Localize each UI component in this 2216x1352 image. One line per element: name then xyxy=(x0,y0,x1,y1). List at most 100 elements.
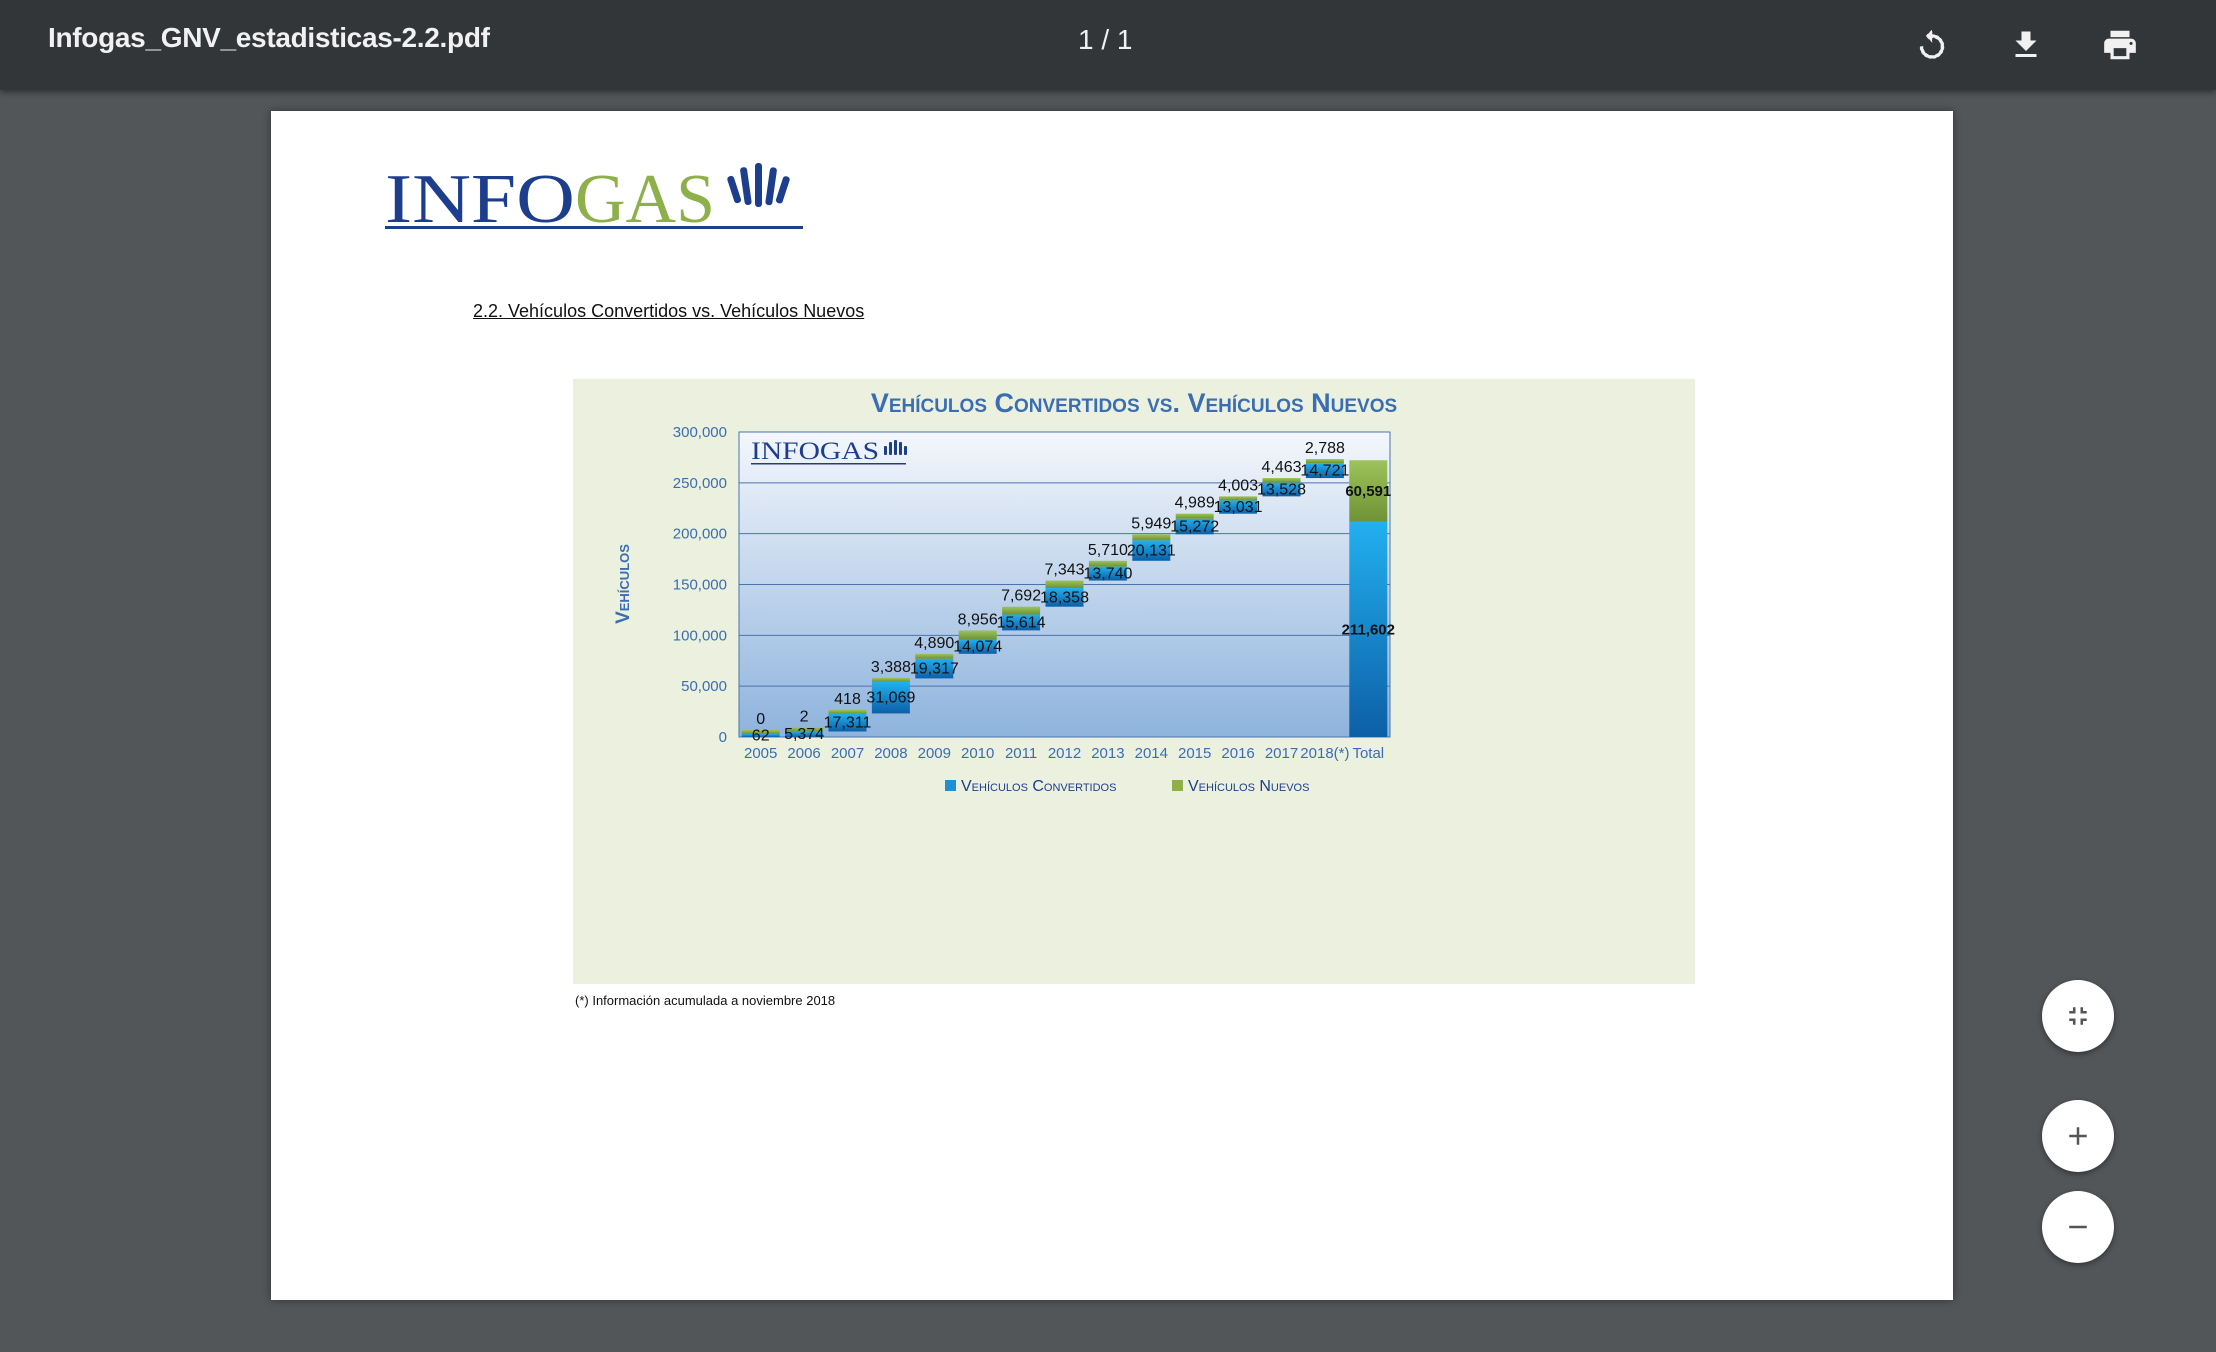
y-tick-label: 150,000 xyxy=(673,577,727,594)
bar-new xyxy=(1262,478,1301,483)
bar-converted xyxy=(1262,482,1301,497)
bar-converted xyxy=(1132,540,1171,561)
bar-converted xyxy=(741,734,780,737)
pdf-page: INFO GAS 2.2. Vehículos Convertidos vs. … xyxy=(271,111,1953,1300)
data-label-converted: 15,272 xyxy=(1170,519,1219,536)
legend-swatch-converted xyxy=(945,780,956,791)
data-label-converted: 20,131 xyxy=(1127,543,1176,560)
bar-new xyxy=(1219,496,1258,501)
data-label-new: 2,788 xyxy=(1305,440,1345,457)
infogas-logo: INFO GAS xyxy=(385,161,803,234)
y-tick-label: 200,000 xyxy=(673,526,727,543)
data-label-converted: 18,358 xyxy=(1040,589,1089,606)
data-label-converted: 211,602 xyxy=(1342,621,1395,638)
svg-text:INFO: INFO xyxy=(385,161,575,234)
x-tick-label: 2012 xyxy=(1048,745,1081,762)
rotate-icon xyxy=(1919,29,1945,59)
data-label-new: 0 xyxy=(756,711,765,728)
chart-container: Vehículos Convertidos vs. Vehículos Nuev… xyxy=(573,379,1695,984)
y-tick-label: 100,000 xyxy=(673,627,727,644)
data-label-new: 60,591 xyxy=(1345,483,1391,500)
bar-converted xyxy=(1045,588,1084,607)
bar-new xyxy=(1045,580,1084,589)
data-label-converted: 5,374 xyxy=(784,726,824,743)
page-indicator: 1 / 1 xyxy=(1078,24,1133,55)
fit-to-page-icon xyxy=(2069,1007,2087,1025)
download-icon xyxy=(2015,31,2037,57)
zoom-in-icon xyxy=(2069,1127,2087,1145)
zoom-in-button[interactable] xyxy=(2042,1100,2114,1172)
x-tick-label: 2005 xyxy=(744,745,777,762)
chart-svg: Vehículos Convertidos vs. Vehículos Nuev… xyxy=(613,388,1397,795)
x-tick-label: 2007 xyxy=(831,745,864,762)
download-button[interactable] xyxy=(1999,18,2053,72)
zoom-out-icon xyxy=(2069,1225,2087,1229)
bar-converted xyxy=(1002,614,1041,631)
bar-converted xyxy=(785,731,824,737)
y-tick-label: 50,000 xyxy=(681,678,727,695)
legend-label-new: Vehículos Nuevos xyxy=(1188,778,1309,795)
bar-converted xyxy=(958,639,997,654)
data-label-converted: 62 xyxy=(752,728,770,745)
chart-legend: Vehículos Convertidos Vehículos Nuevos xyxy=(945,778,1309,795)
x-tick-label: 2010 xyxy=(961,745,994,762)
data-label-converted: 13,740 xyxy=(1083,566,1132,583)
x-tick-label: 2017 xyxy=(1265,745,1298,762)
bar-new xyxy=(958,630,997,640)
data-label-converted: 14,074 xyxy=(953,639,1002,656)
data-label-new: 4,003 xyxy=(1218,477,1258,494)
x-tick-label: 2018(*) xyxy=(1300,745,1349,762)
y-tick-label: 0 xyxy=(719,729,727,746)
bar-new xyxy=(828,709,867,714)
data-label-new: 7,692 xyxy=(1001,588,1041,605)
zoom-out-button[interactable] xyxy=(2042,1191,2114,1263)
fit-to-page-button[interactable] xyxy=(2042,980,2114,1052)
chart-watermark-logo: INFOGAS xyxy=(751,438,907,465)
bar-converted xyxy=(1219,500,1258,514)
data-label-converted: 19,317 xyxy=(910,661,959,678)
watermark-text: INFOGAS xyxy=(751,438,879,465)
svg-text:GAS: GAS xyxy=(575,161,715,234)
bar-new xyxy=(1305,459,1344,464)
bar-converted xyxy=(871,681,910,714)
bar-new xyxy=(1132,534,1171,541)
x-tick-label: Total xyxy=(1352,745,1384,762)
legend-label-converted: Vehículos Convertidos xyxy=(961,778,1116,795)
data-label-new: 8,956 xyxy=(958,611,998,628)
bar-new xyxy=(1349,460,1388,522)
data-label-converted: 13,528 xyxy=(1257,481,1306,498)
bar-new xyxy=(1002,606,1041,615)
footnote: (*) Información acumulada a noviembre 20… xyxy=(575,993,836,1008)
pdf-toolbar: Infogas_GNV_estadisticas-2.2.pdf 1 / 1 xyxy=(0,0,2216,90)
bar-new xyxy=(871,677,910,682)
bar-converted xyxy=(1305,463,1344,479)
print-icon xyxy=(2104,30,2136,60)
data-label-converted: 15,614 xyxy=(997,614,1046,631)
bar-converted xyxy=(1349,521,1388,737)
bar-converted xyxy=(828,713,867,732)
data-label-converted: 31,069 xyxy=(866,690,915,707)
document-title: Infogas_GNV_estadisticas-2.2.pdf xyxy=(48,22,490,53)
x-tick-label: 2015 xyxy=(1178,745,1211,762)
y-tick-label: 300,000 xyxy=(673,424,727,441)
section-heading: 2.2. Vehículos Convertidos vs. Vehículos… xyxy=(473,301,865,321)
legend-swatch-new xyxy=(1172,780,1183,791)
x-tick-label: 2009 xyxy=(918,745,951,762)
data-label-converted: 17,311 xyxy=(824,715,872,732)
data-label-new: 7,343 xyxy=(1044,562,1084,579)
data-label-new: 5,710 xyxy=(1088,542,1128,559)
y-axis-label: Vehículos xyxy=(613,544,634,624)
chart-title: Vehículos Convertidos vs. Vehículos Nuev… xyxy=(871,388,1397,418)
bar-new xyxy=(785,727,824,732)
y-tick-label: 250,000 xyxy=(673,475,727,492)
bar-new xyxy=(1175,513,1214,519)
print-button[interactable] xyxy=(2093,18,2147,72)
data-label-converted: 14,721 xyxy=(1300,463,1349,480)
x-tick-label: 2011 xyxy=(1005,745,1037,762)
data-label-new: 5,949 xyxy=(1131,515,1171,532)
bar-converted xyxy=(1175,518,1214,535)
x-tick-label: 2014 xyxy=(1135,745,1168,762)
bar-converted xyxy=(1088,566,1127,581)
rotate-button[interactable] xyxy=(1905,18,1959,72)
data-label-new: 4,890 xyxy=(914,635,954,652)
